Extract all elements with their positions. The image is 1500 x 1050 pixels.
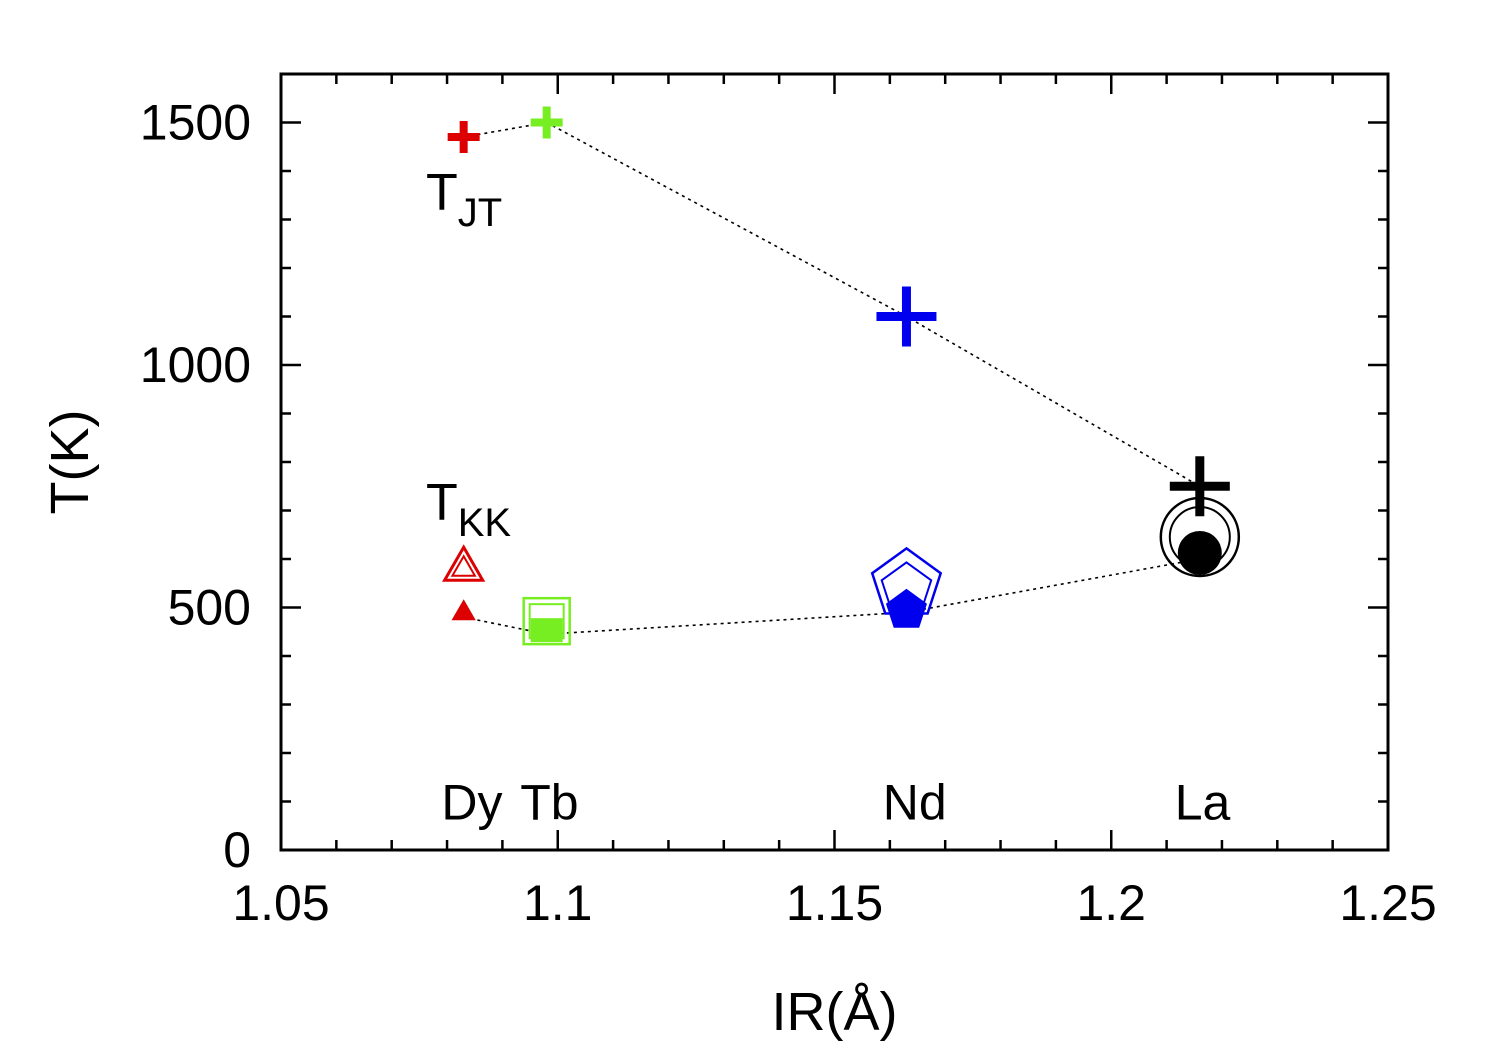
connector-jt — [463, 121, 1201, 487]
element-label-la: La — [1175, 775, 1231, 831]
triangle-filled — [451, 599, 476, 621]
marker-kk-la — [1159, 496, 1241, 578]
x-axis-label: IR(Å) — [772, 982, 898, 1042]
marker-jt-dy — [447, 121, 480, 154]
series-label-kk: TKK — [426, 474, 511, 545]
series-label-jt: TJT — [426, 164, 502, 235]
y-tick-label: 1500 — [140, 95, 251, 151]
y-tick-label: 1000 — [140, 337, 251, 393]
pentagon-filled — [885, 588, 927, 628]
x-tick-label: 1.25 — [1339, 875, 1436, 931]
y-tick-label: 0 — [223, 822, 251, 878]
element-label-nd: Nd — [883, 775, 947, 831]
circle-outline — [1159, 496, 1241, 578]
x-tick-label: 1.05 — [232, 875, 329, 931]
x-tick-label: 1.1 — [523, 875, 593, 931]
marker-kk-dy — [441, 544, 486, 621]
marker-kk-nd — [870, 546, 943, 628]
triangle-outline — [441, 544, 486, 582]
element-label-tb: Tb — [520, 775, 578, 831]
marker-kk-tb — [522, 596, 571, 646]
y-tick-label: 500 — [168, 580, 251, 636]
y-axis-label: T(K) — [40, 410, 100, 515]
square-outline — [522, 596, 571, 646]
circle-filled — [1177, 531, 1222, 575]
chart-text: 0 500 1000 1500 1.05 1.1 1.15 1.2 1.25 IR(Å) T(K) D… — [40, 95, 1437, 1043]
square-filled — [530, 618, 563, 643]
marker-jt-nd — [876, 286, 937, 347]
plot-frame — [279, 72, 1390, 852]
x-tick-label: 1.15 — [786, 875, 883, 931]
series-connectors — [463, 121, 1201, 635]
marker-jt-tb — [530, 106, 563, 139]
x-tick-label: 1.2 — [1076, 875, 1146, 931]
element-label-dy: Dy — [441, 775, 502, 831]
data-markers — [441, 106, 1241, 646]
triangle-inner — [450, 554, 477, 577]
connector-kk — [463, 558, 1200, 635]
